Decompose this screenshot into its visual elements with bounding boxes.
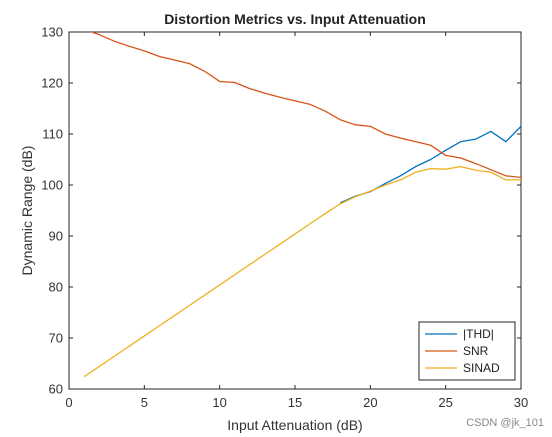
y-tick-label: 130	[41, 25, 63, 40]
series-line-1	[89, 32, 521, 178]
chart-title: Distortion Metrics vs. Input Attenuation	[164, 11, 426, 27]
legend-label: SINAD	[463, 361, 500, 375]
y-tick-label: 110	[42, 127, 63, 142]
y-tick-label: 120	[41, 76, 63, 91]
legend-label: SNR	[463, 344, 489, 358]
x-axis-label: Input Attenuation (dB)	[227, 417, 362, 433]
y-tick-label: 80	[49, 280, 63, 295]
y-axis-label: Dynamic Range (dB)	[19, 146, 35, 276]
series-lines	[83, 32, 521, 378]
watermark: CSDN @jk_101	[466, 417, 544, 429]
x-tick-label: 15	[288, 395, 302, 410]
y-tick-label: 60	[49, 382, 63, 397]
y-tick-label: 100	[41, 178, 63, 193]
x-tick-label: 30	[514, 395, 528, 410]
x-tick-label: 20	[363, 395, 377, 410]
x-tick-label: 5	[141, 395, 148, 410]
y-tick-label: 90	[49, 229, 63, 244]
legend: |THD| SNR SINAD	[418, 321, 516, 381]
x-tick-label: 10	[212, 395, 226, 410]
x-tick-label: 25	[438, 395, 452, 410]
legend-label: |THD|	[463, 327, 494, 341]
axis-ticks: 0 5 10 15 20 25 30 60 70 80 90 100 110 120 130	[41, 25, 528, 411]
y-tick-label: 70	[49, 331, 63, 346]
x-tick-label: 0	[65, 395, 72, 410]
series-line-2	[83, 165, 521, 378]
